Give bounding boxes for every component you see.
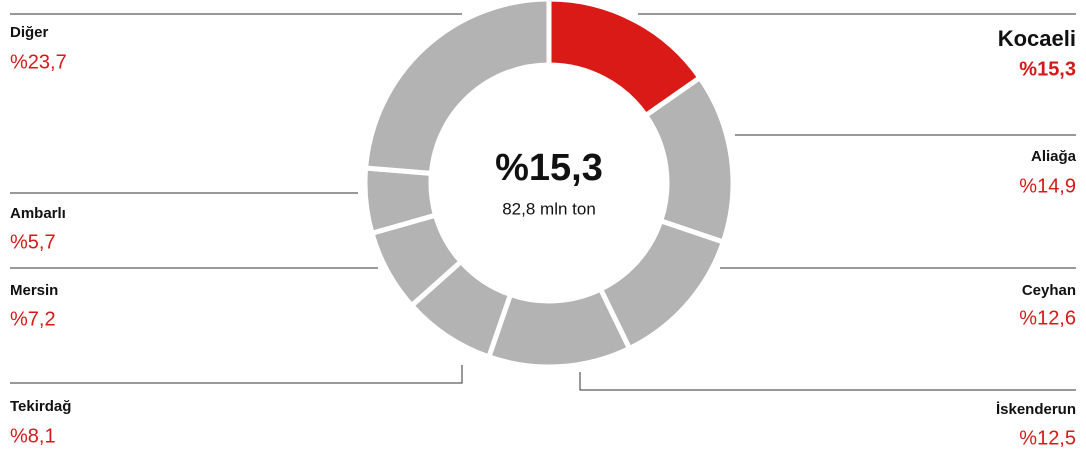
value-label: %23,7 — [10, 51, 67, 73]
category-label: Aliağa — [1031, 148, 1077, 165]
category-label: Mersin — [10, 282, 58, 299]
slice — [362, 0, 552, 177]
value-label: %8,1 — [10, 425, 56, 447]
leader-line — [579, 372, 1076, 391]
category-label: İskenderun — [996, 401, 1076, 418]
category-label: Diğer — [10, 24, 49, 41]
donut — [362, 0, 736, 370]
category-label: Kocaeli — [998, 26, 1076, 51]
category-label: Ambarlı — [10, 205, 66, 222]
center-title: %15,3 — [495, 147, 603, 189]
category-label: Tekirdağ — [10, 398, 71, 415]
center-subtitle: 82,8 mln ton — [502, 199, 596, 218]
value-label: %5,7 — [10, 231, 56, 253]
value-label: %7,2 — [10, 308, 56, 330]
leader-line — [10, 365, 463, 384]
value-label: %15,3 — [1019, 58, 1076, 80]
value-label: %12,6 — [1019, 307, 1076, 329]
value-label: %12,5 — [1019, 427, 1076, 449]
category-label: Ceyhan — [1022, 282, 1076, 299]
value-label: %14,9 — [1019, 175, 1076, 197]
